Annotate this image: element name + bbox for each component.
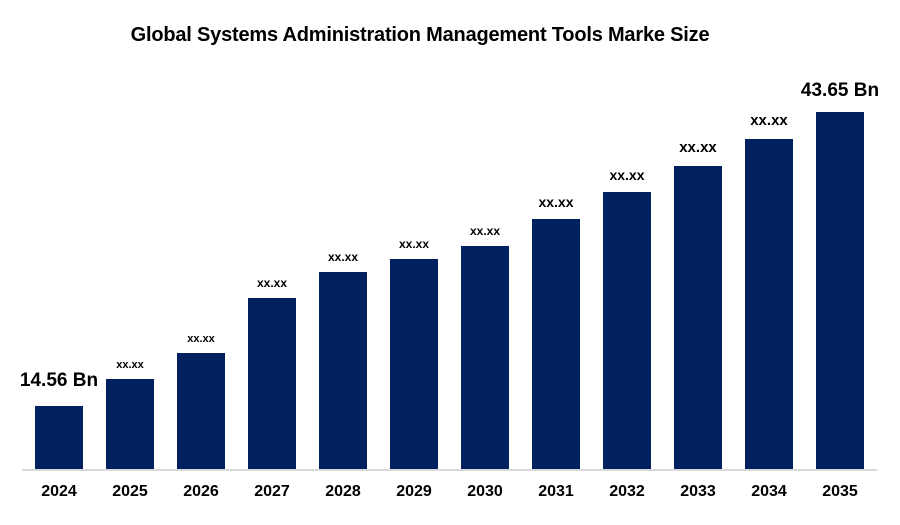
bar-group-2029: xx.xx	[390, 236, 438, 470]
bar-value-label: xx.xx	[256, 275, 288, 290]
x-tick-label-2027: 2027	[254, 483, 290, 500]
bar-2028	[319, 272, 367, 470]
bar-value-label: xx.xx	[116, 358, 144, 371]
bar-value-label: xx.xx	[327, 249, 359, 264]
bar-group-2034: xx.xx	[745, 111, 793, 470]
bar-value-label: 43.65 Bn	[800, 80, 880, 102]
bar-value-label: xx.xx	[187, 332, 215, 345]
x-tick-label-2031: 2031	[538, 483, 574, 500]
bar-group-2026: xx.xx	[177, 333, 225, 470]
bar-2033	[674, 166, 722, 470]
bar-2034	[745, 139, 793, 470]
bar-2027	[248, 298, 296, 470]
bar-2032	[603, 192, 651, 470]
bar-group-2030: xx.xx	[461, 223, 509, 470]
bar-group-2027: xx.xx	[248, 275, 296, 470]
bar-2030	[461, 246, 509, 470]
bar-group-2032: xx.xx	[603, 166, 651, 470]
x-tick-label-2035: 2035	[822, 483, 858, 500]
bar-2024	[35, 406, 83, 470]
bar-value-label: 14.56 Bn	[19, 370, 99, 392]
bar-value-label: xx.xx	[469, 223, 501, 238]
x-tick-label-2024: 2024	[41, 483, 77, 500]
bar-2025	[106, 379, 154, 470]
x-tick-label-2025: 2025	[112, 483, 148, 500]
bar-value-label: xx.xx	[750, 111, 788, 129]
x-tick-label-2032: 2032	[609, 483, 645, 500]
bar-value-label: xx.xx	[609, 166, 645, 183]
bar-value-label: xx.xx	[679, 138, 717, 156]
x-tick-label-2030: 2030	[467, 483, 503, 500]
bar-group-2025: xx.xx	[106, 359, 154, 470]
bars-row: 14.56 Bn xx.xx xx.xx xx.xx xx.xx xx.xx xx.xx xx…	[20, 0, 879, 470]
bar-group-2024: 14.56 Bn	[20, 370, 98, 470]
x-tick-label-2026: 2026	[183, 483, 219, 500]
bar-2026	[177, 353, 225, 470]
bar-2035	[816, 112, 864, 470]
x-tick-label-2034: 2034	[751, 483, 787, 500]
x-tick-label-2029: 2029	[396, 483, 432, 500]
bar-group-2028: xx.xx	[319, 249, 367, 470]
bar-value-label: xx.xx	[538, 193, 574, 210]
bar-group-2035: 43.65 Bn	[801, 80, 879, 470]
bar-value-label: xx.xx	[398, 236, 430, 251]
bar-group-2031: xx.xx	[532, 193, 580, 470]
chart-title: Global Systems Administration Management…	[130, 24, 710, 46]
x-axis-labels: 2024 2025 2026 2027 2028 2029 2030 2031 2032 2033…	[35, 483, 864, 501]
x-tick-label-2033: 2033	[680, 483, 716, 500]
x-tick-label-2028: 2028	[325, 483, 361, 500]
bar-2031	[532, 219, 580, 470]
x-axis-line	[22, 469, 877, 471]
bar-group-2033: xx.xx	[674, 138, 722, 470]
bar-2029	[390, 259, 438, 470]
